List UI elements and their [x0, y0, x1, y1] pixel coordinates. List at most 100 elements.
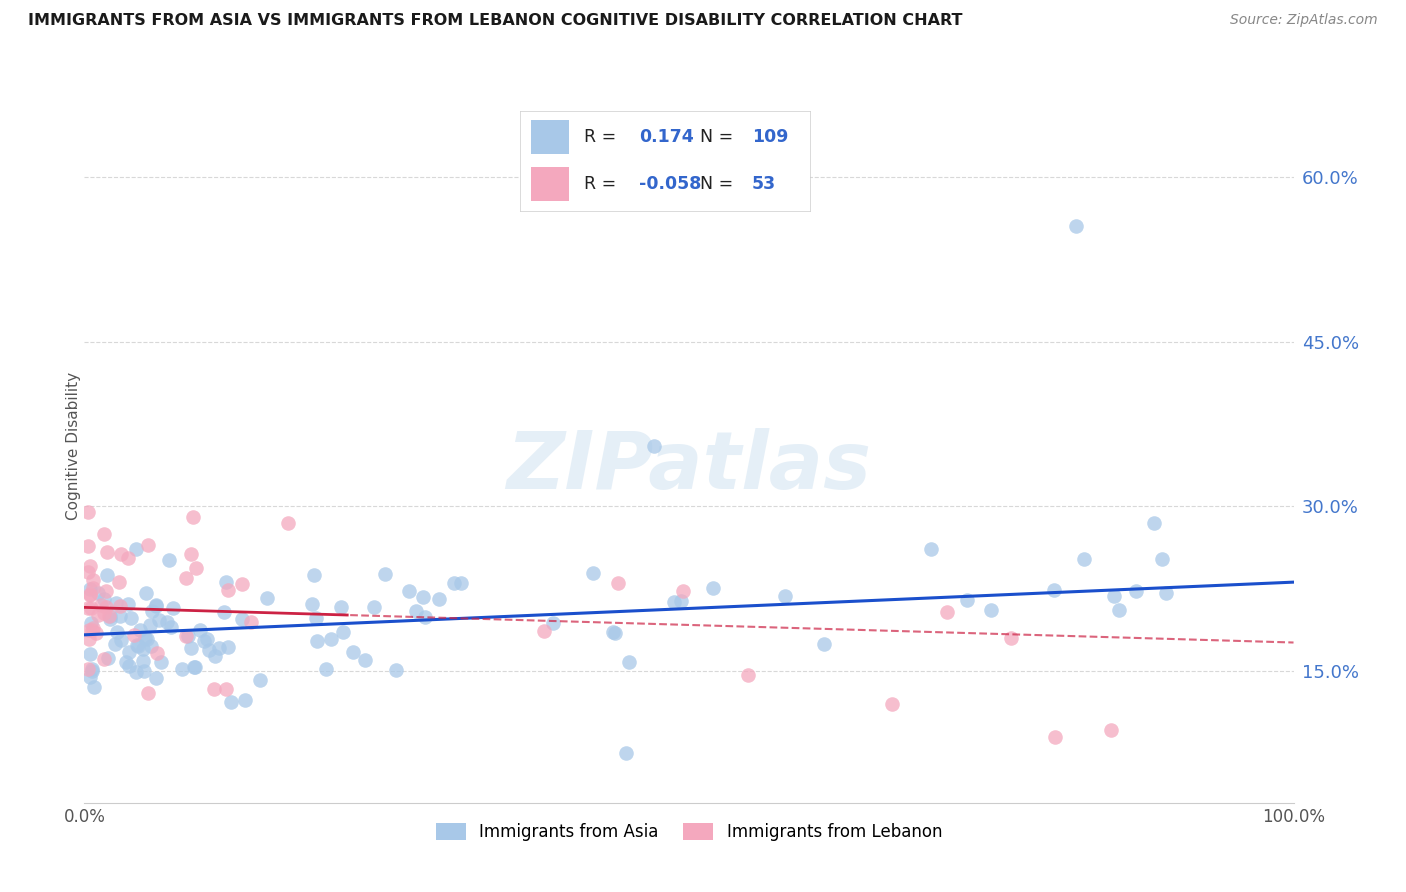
Point	[118, 658, 141, 673]
Point	[132, 664, 155, 678]
Point	[98, 609, 121, 624]
Point	[664, 595, 686, 609]
Point	[374, 567, 396, 582]
Point	[96, 545, 118, 559]
Point	[315, 662, 337, 676]
Point	[82, 573, 104, 587]
Point	[84, 625, 107, 640]
Point	[219, 695, 242, 709]
Point	[174, 571, 197, 585]
Point	[80, 601, 103, 615]
Point	[204, 648, 226, 663]
Point	[183, 660, 205, 674]
Point	[108, 609, 131, 624]
Point	[148, 613, 170, 627]
Point	[90, 599, 112, 613]
Point	[1099, 723, 1122, 738]
Point	[671, 594, 693, 608]
Point	[93, 652, 115, 666]
Y-axis label: Cognitive Disability: Cognitive Disability	[66, 372, 80, 520]
Point	[176, 629, 198, 643]
Point	[136, 632, 159, 646]
Point	[330, 599, 353, 614]
Point	[79, 669, 101, 683]
Point	[141, 603, 163, 617]
Point	[607, 576, 630, 591]
Point	[80, 615, 103, 630]
Point	[77, 565, 100, 579]
Point	[212, 605, 235, 619]
Point	[363, 600, 385, 615]
Point	[98, 609, 121, 624]
Point	[214, 682, 236, 697]
Point	[702, 581, 724, 595]
Point	[93, 592, 115, 607]
Point	[1125, 584, 1147, 599]
Point	[93, 526, 115, 541]
Point	[180, 640, 202, 655]
Point	[82, 623, 104, 637]
Point	[110, 633, 132, 648]
Point	[450, 576, 472, 591]
Point	[127, 639, 149, 653]
Point	[533, 624, 555, 638]
Point	[936, 605, 959, 619]
Point	[193, 634, 215, 648]
Point	[77, 623, 100, 637]
Point	[217, 582, 239, 597]
Point	[80, 661, 103, 675]
Point	[412, 590, 434, 604]
Point	[97, 650, 120, 665]
Legend: Immigrants from Asia, Immigrants from Lebanon: Immigrants from Asia, Immigrants from Le…	[429, 816, 949, 848]
Point	[79, 559, 101, 574]
Point	[125, 665, 148, 680]
Point	[197, 643, 219, 657]
Point	[170, 662, 193, 676]
Point	[138, 617, 160, 632]
Point	[180, 547, 202, 561]
Point	[1000, 632, 1022, 646]
Point	[427, 591, 450, 606]
Point	[118, 645, 141, 659]
Point	[332, 624, 354, 639]
Point	[162, 600, 184, 615]
Point	[443, 576, 465, 591]
Point	[277, 516, 299, 530]
Point	[1108, 603, 1130, 617]
Point	[136, 538, 159, 552]
Point	[1043, 730, 1066, 744]
Point	[98, 612, 121, 626]
Point	[110, 547, 132, 561]
Point	[115, 656, 138, 670]
Point	[79, 588, 101, 602]
Point	[605, 625, 627, 640]
Point	[79, 582, 101, 597]
Point	[110, 599, 132, 613]
Point	[93, 606, 115, 620]
Point	[643, 439, 665, 453]
Text: Source: ZipAtlas.com: Source: ZipAtlas.com	[1230, 13, 1378, 28]
Point	[77, 662, 100, 676]
Point	[77, 601, 100, 615]
Point	[398, 583, 420, 598]
Point	[813, 637, 835, 651]
Point	[231, 577, 253, 591]
Point	[413, 610, 436, 624]
Point	[384, 664, 406, 678]
Point	[79, 587, 101, 601]
Point	[1073, 552, 1095, 566]
Point	[672, 584, 695, 599]
Text: IMMIGRANTS FROM ASIA VS IMMIGRANTS FROM LEBANON COGNITIVE DISABILITY CORRELATION: IMMIGRANTS FROM ASIA VS IMMIGRANTS FROM …	[28, 13, 963, 29]
Point	[1102, 589, 1125, 603]
Point	[184, 660, 207, 674]
Point	[1152, 551, 1174, 566]
Point	[880, 697, 903, 711]
Point	[354, 653, 377, 667]
Point	[124, 628, 146, 642]
Point	[737, 668, 759, 682]
Point	[181, 510, 204, 524]
Point	[207, 640, 229, 655]
Point	[256, 591, 278, 605]
Point	[195, 632, 218, 647]
Point	[83, 681, 105, 695]
